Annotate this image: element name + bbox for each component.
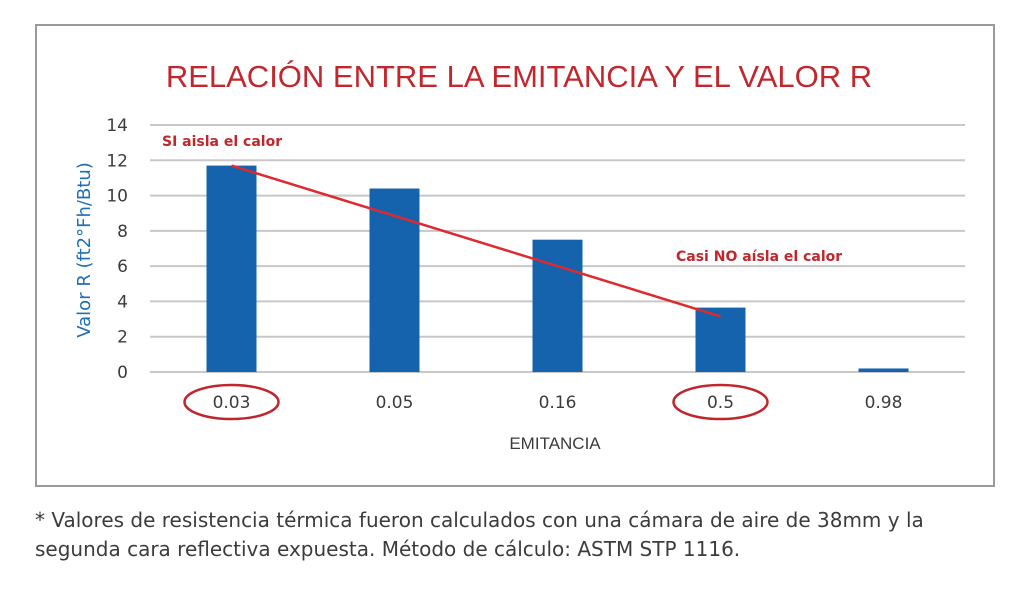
annotation-casi-no-aisla: Casi NO aísla el calor <box>676 249 842 265</box>
footnote: * Valores de resistencia térmica fueron … <box>35 508 924 561</box>
y-tick-label: 10 <box>106 187 128 207</box>
x-tick-label: 0.03 <box>213 393 251 413</box>
chart: RELACIÓN ENTRE LA EMITANCIA Y EL VALOR R… <box>74 59 965 453</box>
y-tick-label: 8 <box>117 222 128 242</box>
bar <box>858 368 909 372</box>
y-tick-label: 12 <box>106 151 128 171</box>
x-tick-label: 0.5 <box>707 393 734 413</box>
chart-frame <box>35 24 995 487</box>
x-axis-label: EMITANCIA <box>509 434 601 453</box>
x-tick-label: 0.98 <box>865 393 903 413</box>
annotation-si-aisla: SI aisla el calor <box>162 134 282 150</box>
bar <box>369 188 420 372</box>
trend-line <box>231 164 721 318</box>
y-axis-ticks: 0 2 4 6 8 10 12 14 <box>106 116 128 383</box>
x-tick-label: 0.05 <box>376 393 414 413</box>
y-tick-label: 2 <box>117 328 128 348</box>
y-tick-label: 6 <box>117 257 128 277</box>
y-axis-label: Valor R (ft2°Fh/Btu) <box>74 162 95 338</box>
y-tick-label: 4 <box>117 292 128 312</box>
y-tick-label: 14 <box>106 116 128 136</box>
trend <box>231 164 721 318</box>
category-highlight-ellipse <box>183 383 280 421</box>
chart-title: RELACIÓN ENTRE LA EMITANCIA Y EL VALOR R <box>166 59 872 94</box>
x-tick-label: 0.16 <box>539 393 577 413</box>
bar <box>695 307 746 372</box>
x-axis-ticks: 0.03 0.05 0.16 0.5 0.98 <box>183 383 903 421</box>
grid <box>150 124 965 373</box>
bar <box>206 165 257 372</box>
bars <box>206 165 909 372</box>
y-tick-label: 0 <box>117 363 128 383</box>
category-highlight-ellipse <box>672 383 769 421</box>
